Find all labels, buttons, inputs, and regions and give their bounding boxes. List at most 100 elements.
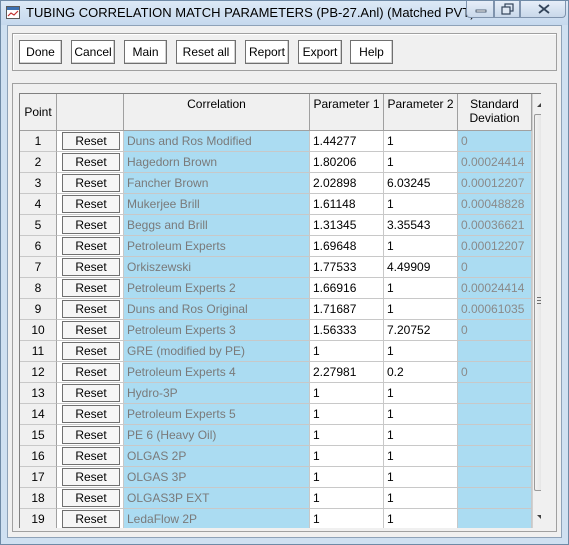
- parameter-2-cell[interactable]: 1: [384, 383, 458, 404]
- std-deviation-cell: [458, 425, 532, 446]
- minimize-button[interactable]: [466, 1, 494, 18]
- parameter-2-cell[interactable]: 1: [384, 488, 458, 509]
- header-point-label: Point: [24, 105, 52, 119]
- reset-button[interactable]: Reset: [62, 447, 120, 465]
- parameter-1-cell[interactable]: 1.71687: [310, 299, 384, 320]
- table-row: 18 Reset OLGAS3P EXT 1 1: [20, 488, 541, 509]
- reset-button[interactable]: Reset: [62, 195, 120, 213]
- point-cell: 1: [20, 131, 57, 152]
- reset-button[interactable]: Reset: [62, 510, 120, 528]
- point-cell: 6: [20, 236, 57, 257]
- parameter-1-cell[interactable]: 1: [310, 341, 384, 362]
- parameter-1-cell[interactable]: 1: [310, 488, 384, 509]
- parameter-2-cell[interactable]: 3.35543: [384, 215, 458, 236]
- correlation-cell: Petroleum Experts: [124, 236, 310, 257]
- parameter-1-cell[interactable]: 1.77533: [310, 257, 384, 278]
- parameter-1-cell[interactable]: 1.44277: [310, 131, 384, 152]
- parameter-1-cell[interactable]: 2.02898: [310, 173, 384, 194]
- parameter-1-cell[interactable]: 1.61148: [310, 194, 384, 215]
- parameter-1-cell[interactable]: 1: [310, 425, 384, 446]
- parameter-1-cell[interactable]: 1: [310, 383, 384, 404]
- parameter-1-cell[interactable]: 1.56333: [310, 320, 384, 341]
- correlation-cell: Orkiszewski: [124, 257, 310, 278]
- parameter-2-cell[interactable]: 0.2: [384, 362, 458, 383]
- parameter-2-cell[interactable]: 6.03245: [384, 173, 458, 194]
- main-button[interactable]: Main: [124, 40, 167, 64]
- std-deviation-cell: [458, 509, 532, 528]
- parameter-2-cell[interactable]: 1: [384, 278, 458, 299]
- header-parameter-2: Parameter 2: [384, 94, 458, 131]
- parameter-2-cell[interactable]: 1: [384, 299, 458, 320]
- parameter-1-cell[interactable]: 1.80206: [310, 152, 384, 173]
- std-deviation-cell: 0.00024414: [458, 152, 532, 173]
- parameter-2-cell[interactable]: 1: [384, 509, 458, 528]
- parameter-2-cell[interactable]: 4.49909: [384, 257, 458, 278]
- header-reset: [57, 94, 124, 131]
- point-cell: 13: [20, 383, 57, 404]
- reset-button[interactable]: Reset: [62, 216, 120, 234]
- parameter-2-cell[interactable]: 1: [384, 404, 458, 425]
- report-button[interactable]: Report: [245, 40, 289, 64]
- point-cell: 2: [20, 152, 57, 173]
- parameter-2-cell[interactable]: 1: [384, 341, 458, 362]
- help-button[interactable]: Help: [350, 40, 393, 64]
- reset-button[interactable]: Reset: [62, 321, 120, 339]
- parameter-2-cell[interactable]: 1: [384, 467, 458, 488]
- std-deviation-cell: 0.00012207: [458, 236, 532, 257]
- parameter-2-cell[interactable]: 1: [384, 152, 458, 173]
- reset-button[interactable]: Reset: [62, 237, 120, 255]
- reset-cell: Reset: [57, 509, 124, 528]
- parameter-grid: Point Correlation Parameter 1 Parameter …: [19, 93, 541, 528]
- chevron-down-icon[interactable]: [533, 509, 541, 526]
- done-button[interactable]: Done: [19, 40, 62, 64]
- reset-cell: Reset: [57, 425, 124, 446]
- reset-button[interactable]: Reset: [62, 384, 120, 402]
- reset-button[interactable]: Reset: [62, 132, 120, 150]
- parameter-2-cell[interactable]: 1: [384, 446, 458, 467]
- std-deviation-cell: 0.00048828: [458, 194, 532, 215]
- parameter-2-cell[interactable]: 1: [384, 236, 458, 257]
- maximize-button[interactable]: [494, 1, 520, 18]
- reset-button[interactable]: Reset: [62, 153, 120, 171]
- parameter-1-cell[interactable]: 1.69648: [310, 236, 384, 257]
- parameter-2-cell[interactable]: 1: [384, 131, 458, 152]
- title-bar[interactable]: TUBING CORRELATION MATCH PARAMETERS (PB-…: [1, 1, 568, 25]
- close-button[interactable]: [520, 1, 566, 18]
- parameter-2-cell[interactable]: 7.20752: [384, 320, 458, 341]
- chevron-up-icon[interactable]: [533, 96, 541, 113]
- parameter-1-cell[interactable]: 1: [310, 509, 384, 528]
- reset-cell: Reset: [57, 215, 124, 236]
- reset-button[interactable]: Reset: [62, 300, 120, 318]
- reset-all-button[interactable]: Reset all: [176, 40, 236, 64]
- reset-cell: Reset: [57, 467, 124, 488]
- app-icon: [6, 6, 20, 19]
- export-button[interactable]: Export: [298, 40, 342, 64]
- parameter-1-cell[interactable]: 1: [310, 404, 384, 425]
- reset-button[interactable]: Reset: [62, 468, 120, 486]
- reset-button[interactable]: Reset: [62, 363, 120, 381]
- parameter-1-cell[interactable]: 1: [310, 446, 384, 467]
- point-cell: 18: [20, 488, 57, 509]
- reset-button[interactable]: Reset: [62, 279, 120, 297]
- parameter-1-cell[interactable]: 1: [310, 467, 384, 488]
- reset-button[interactable]: Reset: [62, 426, 120, 444]
- reset-button[interactable]: Reset: [62, 405, 120, 423]
- parameter-1-cell[interactable]: 2.27981: [310, 362, 384, 383]
- scrollbar-thumb[interactable]: [534, 114, 541, 491]
- parameter-1-cell[interactable]: 1.31345: [310, 215, 384, 236]
- std-deviation-cell: [458, 488, 532, 509]
- parameter-2-cell[interactable]: 1: [384, 194, 458, 215]
- reset-button[interactable]: Reset: [62, 489, 120, 507]
- reset-button[interactable]: Reset: [62, 174, 120, 192]
- grip-icon: [537, 297, 541, 304]
- reset-button[interactable]: Reset: [62, 342, 120, 360]
- reset-button[interactable]: Reset: [62, 258, 120, 276]
- std-deviation-cell: 0: [458, 131, 532, 152]
- vertical-scrollbar[interactable]: [532, 94, 541, 528]
- correlation-cell: Beggs and Brill: [124, 215, 310, 236]
- header-point: Point: [20, 94, 57, 131]
- cancel-button[interactable]: Cancel: [71, 40, 115, 64]
- parameter-2-cell[interactable]: 1: [384, 425, 458, 446]
- point-cell: 4: [20, 194, 57, 215]
- parameter-1-cell[interactable]: 1.66916: [310, 278, 384, 299]
